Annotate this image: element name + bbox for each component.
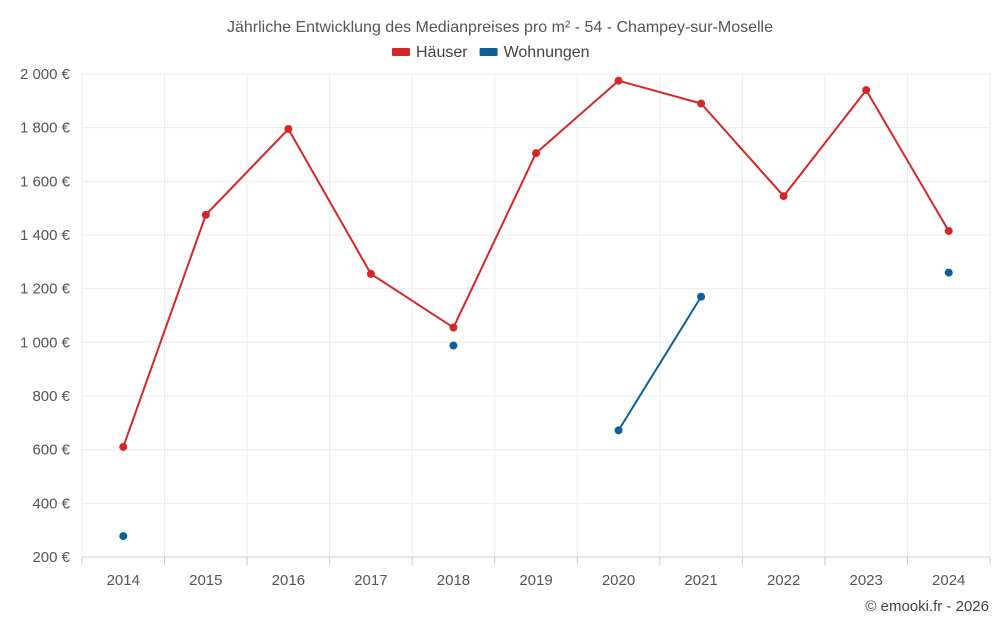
legend-swatch xyxy=(392,48,410,56)
y-tick-label: 600 € xyxy=(32,442,70,459)
y-tick-label: 1 400 € xyxy=(20,227,71,244)
legend: Häuser Wohnungen xyxy=(392,44,590,61)
data-point[interactable] xyxy=(532,149,540,158)
series-häuser xyxy=(119,76,953,451)
x-axis-ticks: 2014 2015 2016 2017 2018 2019 2020 2021 2022 2023… xyxy=(107,572,966,589)
x-tick-label: 2019 xyxy=(519,572,552,589)
legend-item-wohnungen[interactable]: Wohnungen xyxy=(479,44,590,61)
chart-title: Jährliche Entwicklung des Medianpreises … xyxy=(227,19,773,36)
data-point[interactable] xyxy=(944,226,953,235)
series-wohnungen xyxy=(119,268,953,541)
x-tick-label: 2020 xyxy=(602,572,635,589)
data-point[interactable] xyxy=(201,210,210,219)
y-axis-ticks: 200 € 400 € 600 € 800 € 1 000 € 1 200 € 1 400 … xyxy=(20,66,71,566)
x-tick-label: 2017 xyxy=(354,572,387,589)
credit: © emooki.fr - 2026 xyxy=(865,598,989,615)
data-point[interactable] xyxy=(449,323,458,332)
y-tick-label: 200 € xyxy=(32,549,70,566)
data-point[interactable] xyxy=(449,341,458,350)
series-layer xyxy=(119,76,953,541)
y-tick-label: 400 € xyxy=(32,495,70,512)
data-point[interactable] xyxy=(862,86,871,95)
data-point[interactable] xyxy=(944,268,953,277)
data-point[interactable] xyxy=(614,426,623,435)
legend-swatch xyxy=(479,48,498,56)
y-tick-label: 800 € xyxy=(32,388,70,405)
legend-item-häuser[interactable]: Häuser xyxy=(392,44,468,61)
data-point[interactable] xyxy=(779,192,788,201)
x-tick-label: 2018 xyxy=(437,572,470,589)
x-tick-label: 2015 xyxy=(189,572,222,589)
data-point[interactable] xyxy=(614,76,623,85)
data-point[interactable] xyxy=(697,292,706,301)
data-point[interactable] xyxy=(119,532,128,541)
y-tick-label: 2 000 € xyxy=(20,66,71,83)
x-tick-label: 2022 xyxy=(767,572,800,589)
data-point[interactable] xyxy=(366,269,375,278)
y-tick-label: 1 200 € xyxy=(20,281,71,298)
data-point[interactable] xyxy=(697,99,706,108)
legend-label: Wohnungen xyxy=(504,44,590,61)
y-tick-label: 1 000 € xyxy=(20,334,71,351)
legend-label: Häuser xyxy=(416,44,468,61)
x-tick-label: 2023 xyxy=(849,572,882,589)
y-tick-label: 1 600 € xyxy=(20,173,71,190)
data-point[interactable] xyxy=(119,442,128,451)
y-tick-label: 1 800 € xyxy=(20,120,71,137)
grid-lines xyxy=(81,73,991,565)
x-tick-label: 2016 xyxy=(272,572,305,589)
x-tick-label: 2014 xyxy=(107,572,140,589)
data-point[interactable] xyxy=(284,125,293,134)
x-tick-label: 2024 xyxy=(932,572,965,589)
x-tick-label: 2021 xyxy=(684,572,717,589)
series-line xyxy=(617,296,702,431)
